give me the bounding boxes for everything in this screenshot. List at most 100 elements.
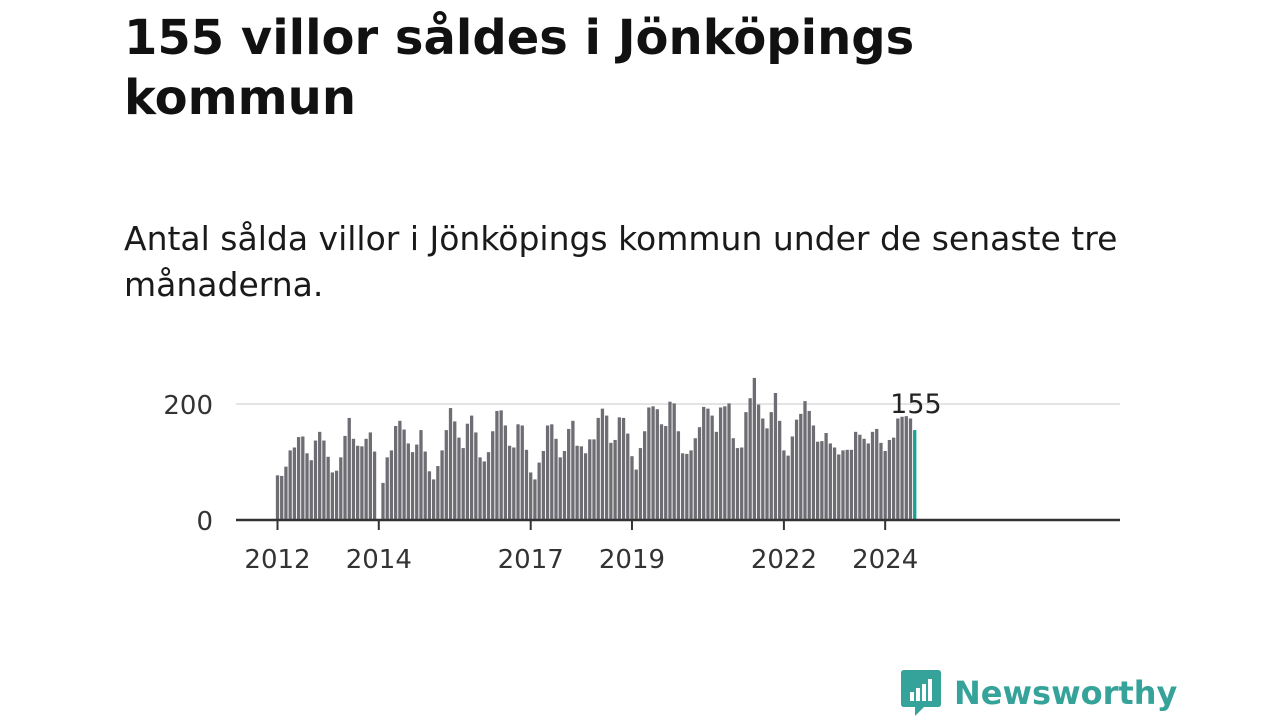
bar [550, 424, 554, 520]
bar [347, 417, 351, 520]
bar [389, 450, 394, 520]
bar [630, 456, 634, 520]
newsworthy-logo[interactable]: Newsworthy [900, 668, 1177, 718]
bar [820, 441, 824, 520]
bar [853, 431, 858, 520]
bar [562, 450, 567, 520]
bar [651, 406, 655, 520]
bar [735, 448, 740, 520]
y-tick-label: 200 [163, 391, 213, 421]
bar [296, 437, 301, 520]
bar [554, 438, 558, 520]
bar [512, 447, 516, 520]
bar [457, 437, 461, 520]
bar [419, 430, 423, 520]
bar [339, 457, 343, 520]
bar [592, 439, 596, 520]
bar [740, 447, 744, 520]
bar [368, 432, 372, 520]
chart-subtitle: Antal sålda villor i Jönköpings kommun u… [124, 219, 1118, 304]
bar [398, 420, 402, 520]
bar [537, 462, 541, 520]
x-tick-label: 2024 [852, 545, 918, 575]
bar [330, 472, 335, 520]
bar [870, 431, 875, 520]
bar [638, 448, 643, 520]
bar [710, 415, 714, 520]
bar [372, 451, 377, 520]
bar [672, 403, 676, 520]
bar [356, 445, 360, 520]
bar [752, 377, 757, 520]
x-tick-label: 2022 [751, 545, 817, 575]
bar [571, 420, 575, 520]
x-tick-label: 2019 [599, 545, 665, 575]
x-axis [236, 518, 1120, 530]
bar [778, 420, 782, 520]
bar [436, 466, 440, 520]
bar [309, 460, 313, 520]
bar [394, 426, 398, 520]
bar [575, 445, 579, 520]
bar [773, 392, 778, 520]
bar-highlight [913, 430, 917, 520]
bar [465, 423, 470, 520]
bar [647, 407, 651, 520]
bar [529, 472, 533, 520]
bar [685, 453, 689, 520]
bar [326, 456, 330, 520]
bar [410, 452, 415, 520]
bar [761, 418, 765, 520]
bar [292, 447, 297, 520]
bar [364, 438, 368, 520]
bar [664, 426, 668, 520]
bar [482, 461, 486, 520]
bar [858, 434, 862, 520]
bar [567, 428, 571, 520]
bar [351, 438, 356, 520]
bar [634, 469, 638, 520]
bar [385, 457, 389, 520]
bar [596, 417, 600, 520]
bar [782, 450, 786, 520]
bar [908, 418, 913, 520]
bar [448, 408, 453, 520]
bar [313, 440, 318, 520]
bar [862, 438, 866, 520]
bars [275, 377, 917, 520]
bar [406, 443, 410, 520]
bar [343, 435, 347, 520]
x-tick-label: 2014 [346, 545, 412, 575]
bar [507, 445, 512, 520]
bar [816, 441, 820, 520]
bar [469, 415, 474, 520]
bar [891, 437, 896, 520]
bar [609, 442, 613, 520]
bar [896, 418, 900, 520]
bar [689, 450, 693, 520]
bar [545, 425, 550, 520]
bar [668, 401, 672, 520]
bar [693, 438, 697, 520]
bar [714, 431, 719, 520]
y-tick-labels: 0 200 [163, 391, 213, 537]
bar [423, 451, 427, 520]
bar [900, 416, 904, 520]
y-tick-label: 0 [196, 507, 213, 537]
bar [626, 433, 630, 520]
bar [275, 475, 280, 520]
bar [491, 431, 495, 520]
x-tick-label: 2012 [244, 545, 310, 575]
bar-chart-speech-bubble-icon [901, 670, 941, 716]
bar [318, 431, 322, 520]
bar [875, 428, 879, 520]
bar [811, 425, 816, 520]
bar [790, 436, 794, 520]
bar [883, 450, 887, 520]
bar [765, 428, 769, 520]
bar [659, 424, 664, 520]
bar [794, 419, 799, 520]
bar [478, 457, 482, 520]
bar [786, 455, 790, 520]
